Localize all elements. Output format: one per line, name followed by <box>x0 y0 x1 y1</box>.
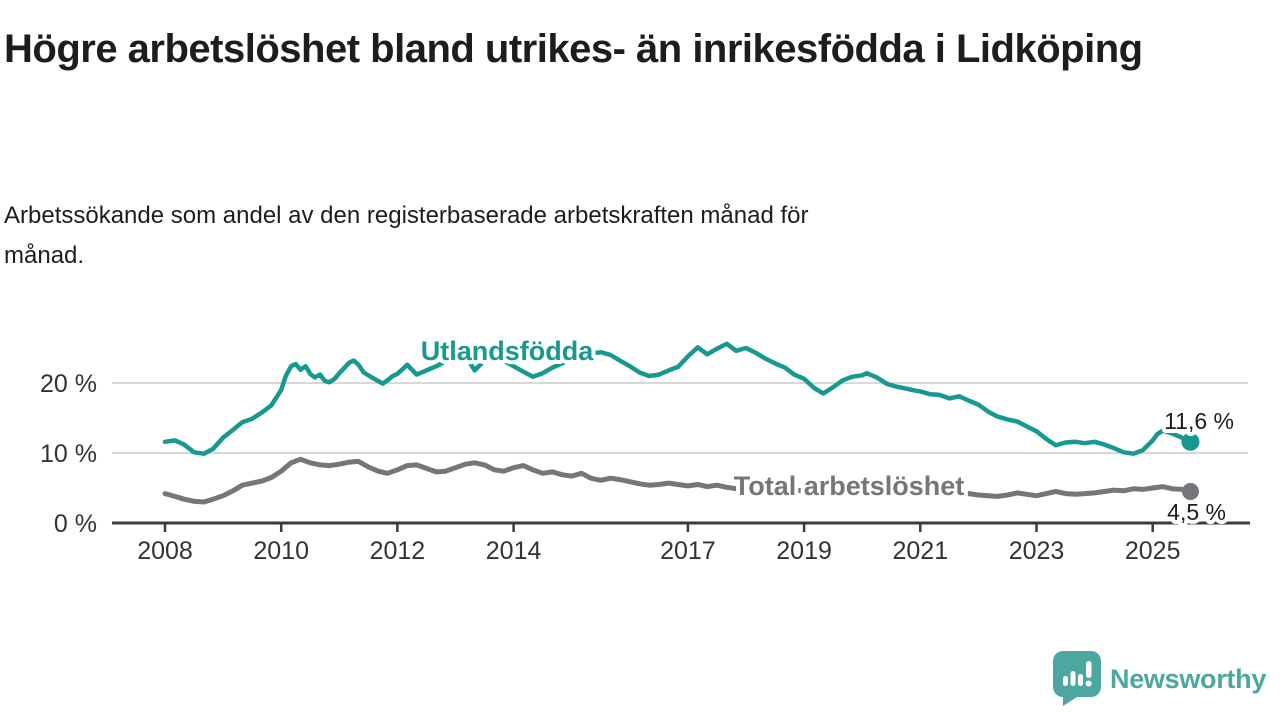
newsworthy-logo-text: Newsworthy <box>1110 663 1267 694</box>
x-tick-label: 2008 <box>137 537 193 565</box>
chart-title: Högre arbetslöshet bland utrikes- än inr… <box>4 27 1143 71</box>
newsworthy-logo: Newsworthy <box>1053 650 1277 708</box>
series-label-foreign-born: Utlandsfödda <box>421 336 594 366</box>
x-tick-label: 2010 <box>253 537 309 565</box>
series-label-total: Total arbetslöshet <box>734 471 965 501</box>
x-tick-label: 2021 <box>892 537 948 565</box>
end-value-label-foreign-born: 11,6 % <box>1164 408 1234 434</box>
series-line-total <box>162 456 1193 505</box>
logo-exclamation-dot <box>1085 680 1092 687</box>
x-tick-label: 2025 <box>1125 537 1181 565</box>
logo-exclamation-bar <box>1086 661 1092 678</box>
newsworthy-logo-icon <box>1053 651 1101 706</box>
x-tick-label: 2017 <box>660 537 716 565</box>
x-tick-label: 2014 <box>486 537 542 565</box>
logo-bar-medium <box>1078 674 1083 686</box>
series-end-dot-foreign-born <box>1181 432 1200 451</box>
logo-bar-tall <box>1070 671 1076 686</box>
y-tick-label: 0 % <box>54 510 97 538</box>
x-tick-label: 2023 <box>1009 537 1065 565</box>
y-tick-label: 20 % <box>40 370 97 398</box>
x-tick-label: 2012 <box>370 537 426 565</box>
end-value-label-total: 4,5 % <box>1167 499 1226 525</box>
y-tick-label: 10 % <box>40 440 97 468</box>
series-line-foreign-born <box>162 341 1193 456</box>
chart-subtitle: Arbetssökande som andel av den registerb… <box>4 202 809 269</box>
series-end-dot-total <box>1181 483 1199 500</box>
logo-bar-small <box>1063 676 1068 686</box>
x-tick-label: 2019 <box>776 537 832 565</box>
